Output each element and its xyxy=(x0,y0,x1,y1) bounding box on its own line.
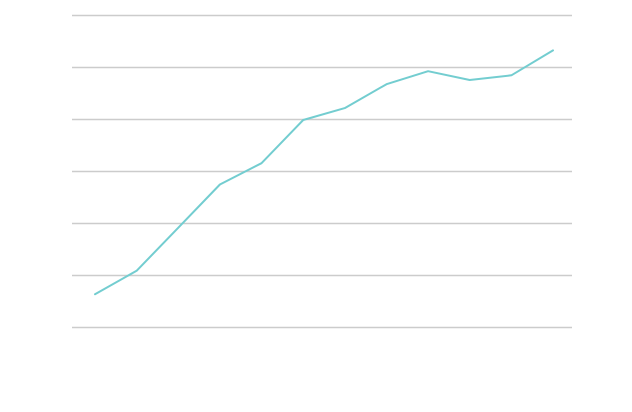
data-point xyxy=(384,81,390,87)
data-point xyxy=(550,47,556,53)
data-point xyxy=(259,160,265,166)
data-point xyxy=(300,117,306,123)
gridlines xyxy=(72,14,572,329)
data-point xyxy=(175,225,181,231)
data-point xyxy=(508,72,514,78)
series-line xyxy=(94,49,554,296)
data-point xyxy=(134,268,140,274)
data-point xyxy=(92,291,98,297)
series-layer xyxy=(92,47,556,297)
data-point xyxy=(425,68,431,74)
data-point xyxy=(342,105,348,111)
data-point xyxy=(467,77,473,83)
data-point xyxy=(217,182,223,188)
